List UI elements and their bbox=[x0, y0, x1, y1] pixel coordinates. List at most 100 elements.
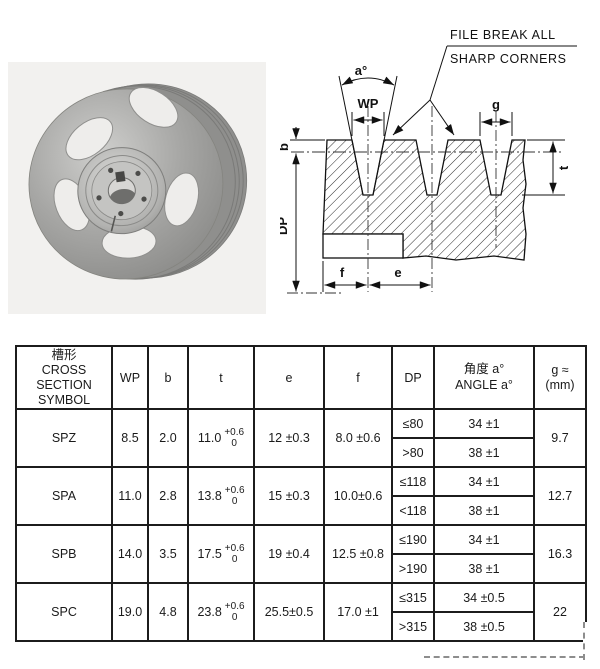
bolt bbox=[118, 210, 124, 217]
g-cell: 9.7 bbox=[533, 408, 587, 468]
note-leader-arrow bbox=[429, 99, 455, 136]
angle-dimension-arc bbox=[341, 76, 395, 86]
e-cell: 25.5±0.5 bbox=[253, 582, 325, 642]
note-line2: SHARP CORNERS bbox=[450, 52, 567, 66]
dp-cell: ≤315 bbox=[391, 582, 435, 613]
hub-ring bbox=[85, 155, 159, 227]
g-cell: 22 bbox=[533, 582, 587, 642]
wp-label: WP bbox=[358, 96, 379, 111]
e-cell: 19 ±0.4 bbox=[253, 524, 325, 584]
table-row-spa-2: <118 38 ±1 bbox=[16, 495, 586, 526]
t-base: 17.5 bbox=[197, 547, 222, 561]
t-tolerance-lower: 0 bbox=[231, 496, 238, 507]
pulley-section-body bbox=[322, 139, 527, 261]
spoke-window bbox=[65, 117, 114, 161]
symbol-cell: SPC bbox=[15, 582, 113, 642]
header-row: 槽形 CROSS SECTION SYMBOL WP b t e f DP 角度… bbox=[15, 345, 587, 410]
col-header-dp: DP bbox=[391, 345, 435, 410]
wp-cell: 11.0 bbox=[111, 466, 149, 526]
g-cell: 16.3 bbox=[533, 524, 587, 584]
b-cell: 3.5 bbox=[147, 524, 189, 584]
rim-step bbox=[322, 233, 404, 259]
table-row-spz-2: >80 38 ±1 bbox=[16, 437, 586, 468]
col-header-wp: WP bbox=[111, 345, 149, 410]
dp-cell: ≤118 bbox=[391, 466, 435, 497]
bolt bbox=[108, 167, 114, 173]
spoke-window bbox=[128, 86, 179, 128]
f-cell: 12.5 ±0.8 bbox=[323, 524, 393, 584]
note-line1: FILE BREAK ALL bbox=[450, 28, 556, 42]
groove-cross-section-diagram: a° WP g FILE BREAK ALL SHARP CORNERS b D… bbox=[280, 28, 577, 294]
col-header-e: e bbox=[253, 345, 325, 410]
t-tolerance-lower: 0 bbox=[231, 612, 238, 623]
table-row-spa: SPA 11.0 2.8 13.8 +0.6 0 15 ±0.3 10.0±0.6 … bbox=[15, 466, 587, 526]
b-cell: 4.8 bbox=[147, 582, 189, 642]
col-header-symbol: 槽形 CROSS SECTION SYMBOL bbox=[15, 345, 113, 410]
symbol-cell: SPZ bbox=[15, 408, 113, 468]
table-row-spz: SPZ 8.5 2.0 11.0 +0.6 0 12 ±0.3 8.0 ±0.6 ≤… bbox=[15, 408, 587, 468]
t-cell: 13.8 +0.6 0 bbox=[187, 466, 255, 526]
f-cell: 8.0 ±0.6 bbox=[323, 408, 393, 468]
dp-cell: >80 bbox=[391, 437, 435, 468]
symbol-cell: SPB bbox=[15, 524, 113, 584]
keyway bbox=[115, 171, 126, 183]
bolt bbox=[96, 195, 102, 201]
t-cell: 23.8 +0.6 0 bbox=[187, 582, 255, 642]
dp-cell: >190 bbox=[391, 553, 435, 584]
col-header-angle: 角度 a° ANGLE a° bbox=[433, 345, 535, 410]
t-base: 11.0 bbox=[197, 431, 222, 445]
dp-cell: ≤80 bbox=[391, 408, 435, 439]
t-tolerance-lower: 0 bbox=[231, 438, 237, 449]
angle-cell: 38 ±1 bbox=[433, 553, 535, 584]
angle-cell: 38 ±1 bbox=[433, 437, 535, 468]
t-tolerance-upper: +0.6 bbox=[224, 600, 245, 612]
table-row-spc-2: >315 38 ±0.5 bbox=[16, 611, 586, 642]
angle-extension-line bbox=[338, 75, 364, 196]
t-tolerance-upper: +0.6 bbox=[224, 426, 245, 438]
table-row-spc: SPC 19.0 4.8 23.8 +0.6 0 25.5±0.5 17.0 ±1 … bbox=[15, 582, 587, 642]
wp-cell: 8.5 bbox=[111, 408, 149, 468]
dp-cell: >315 bbox=[391, 611, 435, 642]
worn-border-right bbox=[583, 622, 591, 660]
worn-border-bottom bbox=[424, 656, 585, 664]
angle-cell: 34 ±0.5 bbox=[433, 582, 535, 613]
f-label: f bbox=[340, 265, 345, 280]
angle-cell: 34 ±1 bbox=[433, 466, 535, 497]
symbol-cell: SPA bbox=[15, 466, 113, 526]
col-header-t: t bbox=[187, 345, 255, 410]
t-label: t bbox=[556, 165, 571, 170]
table-row-spb-2: >190 38 ±1 bbox=[16, 553, 586, 584]
wp-cell: 19.0 bbox=[111, 582, 149, 642]
g-label: g bbox=[492, 97, 500, 112]
t-tolerance-upper: +0.6 bbox=[224, 542, 245, 554]
bolt bbox=[141, 196, 147, 202]
f-cell: 17.0 ±1 bbox=[323, 582, 393, 642]
e-cell: 15 ±0.3 bbox=[253, 466, 325, 526]
e-label: e bbox=[394, 265, 401, 280]
pulley-photo bbox=[8, 62, 266, 314]
angle-extension-line bbox=[372, 75, 398, 196]
angle-cell: 34 ±1 bbox=[433, 408, 535, 439]
t-tolerance-lower: 0 bbox=[231, 554, 238, 565]
angle-cell: 34 ±1 bbox=[433, 524, 535, 555]
spoke-window bbox=[164, 172, 200, 227]
dp-cell: ≤190 bbox=[391, 524, 435, 555]
e-cell: 12 ±0.3 bbox=[253, 408, 325, 468]
groove-dimensions-table: 槽形 CROSS SECTION SYMBOL WP b t e f DP 角度… bbox=[15, 345, 587, 642]
col-header-g: g ≈ (mm) bbox=[533, 345, 587, 410]
b-cell: 2.0 bbox=[147, 408, 189, 468]
b-label: b bbox=[280, 143, 291, 151]
g-cell: 12.7 bbox=[533, 466, 587, 526]
angle-cell: 38 ±0.5 bbox=[433, 611, 535, 642]
bolt bbox=[135, 170, 141, 177]
angle-label: a° bbox=[355, 63, 367, 78]
t-base: 23.8 bbox=[197, 605, 222, 619]
t-cell: 17.5 +0.6 0 bbox=[187, 524, 255, 584]
col-header-f: f bbox=[323, 345, 393, 410]
b-cell: 2.8 bbox=[147, 466, 189, 526]
t-tolerance-upper: +0.6 bbox=[224, 484, 245, 496]
dp-cell: <118 bbox=[391, 495, 435, 526]
dp-label: DP bbox=[280, 217, 290, 235]
note-leader bbox=[429, 45, 448, 101]
